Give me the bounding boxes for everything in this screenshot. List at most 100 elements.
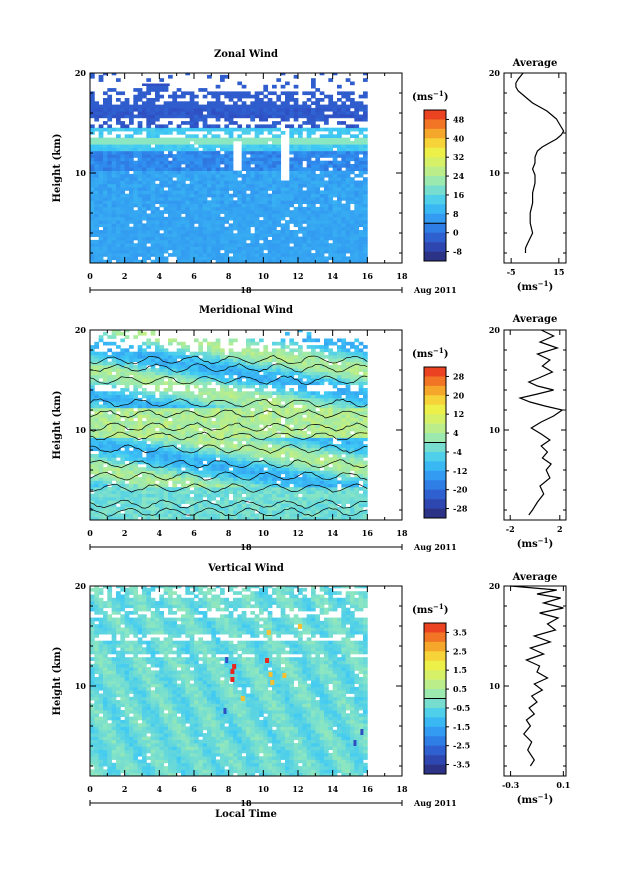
- heatmap-cell: [90, 256, 95, 261]
- heatmap-cell: [150, 117, 156, 122]
- heatmap-cell: [116, 117, 121, 122]
- heatmap-cell: [90, 430, 95, 435]
- heatmap-cell: [224, 506, 230, 511]
- heatmap-cell: [259, 107, 264, 112]
- heatmap-cell: [189, 480, 195, 485]
- heatmap-cell: [163, 358, 169, 362]
- heatmap-cell: [120, 124, 126, 129]
- heatmap-cell: [306, 239, 312, 244]
- heatmap-cell: [111, 341, 117, 346]
- heatmap-cell: [311, 117, 316, 122]
- heatmap-cell: [215, 473, 221, 478]
- heatmap-cell: [306, 91, 312, 96]
- heatmap-cell: [328, 173, 334, 178]
- heatmap-cell: [241, 371, 247, 376]
- heatmap-cell: [328, 256, 334, 261]
- heatmap-cell: [129, 473, 134, 478]
- heatmap-cell: [94, 483, 100, 488]
- heatmap-cell: [146, 177, 152, 181]
- heatmap-cell: [233, 506, 238, 511]
- heatmap-cell: [181, 407, 186, 412]
- heatmap-cell: [220, 394, 225, 399]
- heatmap-cell: [332, 137, 338, 142]
- heatmap-cell: [111, 144, 117, 148]
- heatmap-cell: [163, 407, 169, 412]
- heatmap-cell: [129, 401, 134, 405]
- heatmap-cell: [133, 107, 139, 112]
- heatmap-cell: [324, 243, 329, 247]
- heatmap-cell: [142, 506, 147, 511]
- heatmap-cell: [202, 144, 208, 148]
- heatmap-cell: [250, 414, 256, 419]
- heatmap-cell: [250, 457, 256, 461]
- heatmap-cell: [237, 256, 243, 261]
- heatmap-cell: [90, 401, 95, 405]
- heatmap-cell: [107, 249, 113, 254]
- heatmap-cell: [337, 216, 342, 221]
- heatmap-cell: [280, 114, 286, 119]
- heatmap-cell: [98, 253, 104, 257]
- heatmap-cell: [176, 203, 182, 208]
- heatmap-cell: [228, 483, 234, 488]
- heatmap-cell: [241, 454, 247, 458]
- heatmap-cell: [298, 144, 303, 148]
- heatmap-cell: [116, 430, 121, 435]
- heatmap-cell: [150, 463, 156, 468]
- heatmap-cell: [103, 503, 108, 508]
- heatmap-cell: [328, 78, 334, 82]
- heatmap-cell: [332, 210, 338, 214]
- heatmap-cell: [163, 131, 169, 135]
- heatmap-cell: [146, 391, 152, 395]
- heatmap-cell: [324, 193, 329, 198]
- heatmap-cell: [250, 160, 256, 165]
- heatmap-cell: [124, 513, 130, 518]
- heatmap-cell: [306, 226, 312, 231]
- heatmap-cell: [293, 157, 299, 162]
- heatmap-cell: [150, 150, 156, 155]
- heatmap-cell: [241, 348, 247, 353]
- heatmap-cell: [159, 239, 165, 244]
- heatmap-cell: [94, 391, 100, 395]
- heatmap-cell: [90, 220, 95, 224]
- heatmap-cell: [215, 358, 221, 362]
- heatmap-cell: [129, 107, 134, 112]
- heatmap-cell: [168, 516, 173, 520]
- heatmap-cell: [358, 147, 364, 152]
- heatmap-cell: [246, 355, 251, 359]
- heatmap-cell: [107, 374, 113, 379]
- heatmap-cell: [111, 454, 117, 458]
- heatmap-cell: [172, 477, 178, 481]
- heatmap-cell: [185, 374, 191, 379]
- heatmap-cell: [181, 154, 186, 158]
- heatmap-cell: [163, 424, 169, 428]
- heatmap-cell: [259, 180, 264, 185]
- heatmap-cell: [202, 187, 208, 191]
- heatmap-cell: [129, 493, 134, 498]
- heatmap-cell: [250, 516, 256, 520]
- heatmap-cell: [302, 137, 308, 142]
- heatmap-cell: [176, 137, 182, 142]
- heatmap-cell: [163, 88, 169, 92]
- heatmap-cell: [319, 154, 325, 158]
- heatmap-cell: [224, 94, 230, 99]
- heatmap-cell: [155, 147, 160, 152]
- heatmap-cell: [103, 213, 108, 218]
- heatmap-cell: [181, 150, 186, 155]
- heatmap-cell: [107, 447, 113, 452]
- heatmap-cell: [142, 493, 147, 498]
- heatmap-cell: [263, 190, 269, 195]
- heatmap-cell: [267, 216, 273, 221]
- heatmap-cell: [163, 361, 169, 366]
- heatmap-cell: [98, 167, 104, 171]
- heatmap-cell: [250, 187, 256, 191]
- heatmap-cell: [168, 407, 173, 412]
- heatmap-cell: [155, 88, 160, 92]
- heatmap-cell: [341, 226, 347, 231]
- heatmap-cell: [241, 243, 247, 247]
- heatmap-cell: [120, 470, 126, 475]
- heatmap-cell: [272, 167, 277, 171]
- heatmap-cell: [302, 226, 308, 231]
- heatmap-cell: [224, 397, 230, 402]
- heatmap-cell: [311, 101, 316, 105]
- heatmap-cell: [202, 513, 208, 518]
